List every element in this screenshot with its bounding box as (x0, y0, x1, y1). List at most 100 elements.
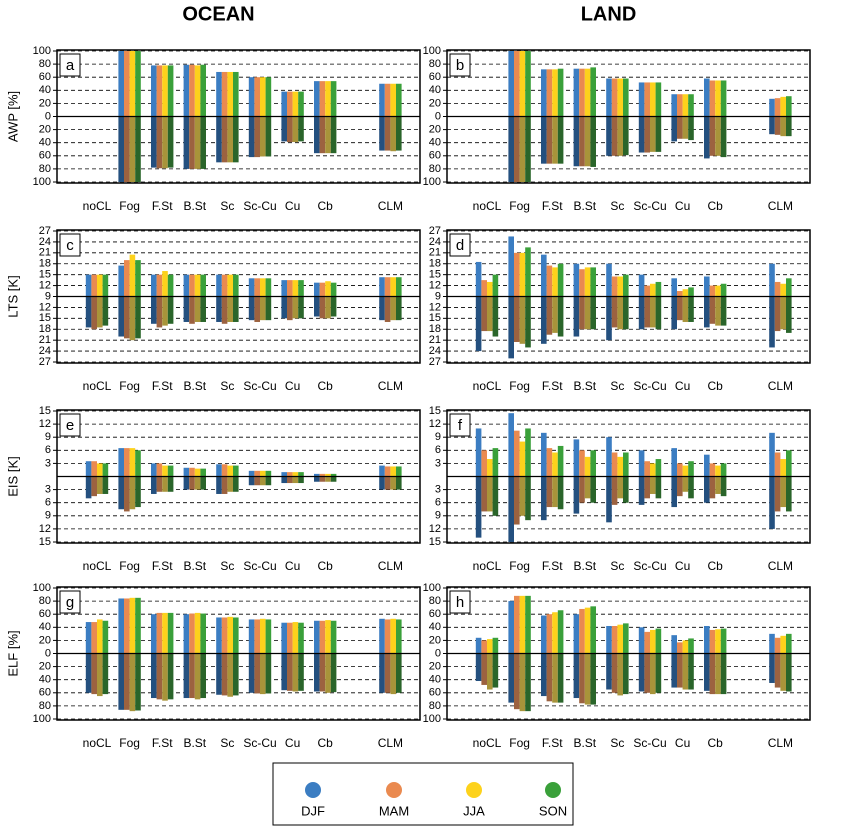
bar-lower (167, 653, 174, 700)
bar-upper (254, 77, 260, 117)
y-tick-label: 6 (45, 497, 51, 509)
x-tick-label: Cb (318, 736, 334, 750)
bar-upper (292, 91, 299, 117)
bar-lower (233, 116, 239, 163)
y-tick-label: 40 (39, 674, 51, 686)
bar-lower (265, 653, 272, 694)
y-axis-label: EIS [K] (5, 456, 20, 496)
panel-label: b (456, 57, 464, 74)
bar-upper (704, 625, 710, 654)
bar-upper (557, 445, 564, 477)
bar-upper (579, 68, 585, 117)
bar-lower (102, 296, 109, 326)
y-tick-label: 12 (39, 279, 51, 291)
bar-lower (227, 116, 233, 163)
bar-lower (780, 296, 786, 330)
bar-upper (319, 620, 326, 654)
bar-upper (384, 277, 391, 297)
bar-upper (260, 278, 266, 297)
bar-lower (671, 296, 677, 330)
bar-upper (638, 450, 645, 477)
bar-upper (162, 65, 168, 117)
y-tick-label: 12 (39, 301, 51, 313)
bar-upper (135, 51, 141, 117)
bar-lower (623, 653, 629, 695)
bar-upper (156, 463, 163, 477)
y-tick-label: 60 (429, 608, 441, 620)
x-tick-label: noCL (83, 199, 112, 213)
bar-upper (617, 456, 623, 477)
bar-upper (233, 465, 239, 477)
bar-upper (129, 51, 136, 117)
panel-label-box (449, 413, 471, 437)
bar-upper (200, 613, 206, 654)
bar-upper (260, 470, 266, 477)
y-tick-label: 40 (39, 137, 51, 149)
bar-lower (677, 653, 683, 688)
bar-lower (248, 653, 255, 693)
y-tick-label: 21 (429, 247, 441, 259)
y-tick-label: 80 (39, 595, 51, 607)
bar-upper (519, 441, 526, 477)
y-tick-label: 12 (39, 418, 51, 430)
y-tick-label: 20 (429, 124, 441, 136)
bar-upper (330, 81, 337, 117)
bar-lower (638, 653, 645, 692)
y-tick-label: 3 (45, 484, 51, 496)
panel-label-box (59, 413, 81, 437)
bar-upper (233, 71, 239, 117)
bar-lower (487, 653, 493, 690)
bar-lower (254, 476, 260, 486)
x-tick-label: CLM (378, 379, 403, 393)
bar-lower (552, 653, 558, 703)
x-tick-label: Cb (318, 379, 334, 393)
x-tick-label: noCL (473, 379, 502, 393)
bar-lower (194, 116, 201, 169)
x-tick-label: F.St (542, 379, 563, 393)
bar-upper (552, 267, 558, 297)
bar-upper (487, 459, 493, 477)
bar-upper (384, 466, 391, 477)
bar-lower (519, 296, 526, 344)
y-tick-label: 100 (423, 45, 441, 57)
y-tick-label: 9 (45, 290, 51, 302)
x-tick-label: Fog (509, 559, 530, 573)
bar-upper (200, 274, 206, 297)
bar-lower (677, 476, 683, 497)
bar-upper (265, 470, 272, 477)
bar-lower (606, 116, 612, 156)
bar-lower (525, 296, 531, 348)
y-tick-label: 24 (429, 345, 441, 357)
bar-lower (325, 296, 331, 319)
bar-upper (189, 467, 195, 477)
x-tick-label: Cb (708, 559, 724, 573)
x-tick-label: Sc-Cu (243, 379, 276, 393)
legend-label: JJA (463, 803, 485, 818)
bar-upper (91, 461, 97, 477)
y-tick-label: 15 (429, 269, 441, 281)
bar-lower (677, 116, 683, 139)
bar-lower (85, 653, 92, 693)
bar-lower (189, 296, 195, 324)
bar-lower (162, 653, 168, 701)
bar-upper (151, 614, 157, 654)
x-tick-label: Fog (119, 736, 140, 750)
bar-upper (769, 432, 775, 477)
bar-upper (704, 276, 710, 297)
bar-upper (677, 642, 683, 654)
bar-upper (281, 280, 287, 297)
bar-lower (167, 116, 174, 168)
x-tick-label: F.St (152, 559, 173, 573)
bar-lower (233, 296, 239, 322)
plot-frame (56, 229, 421, 364)
bar-upper (720, 628, 727, 654)
x-tick-label: Sc (220, 199, 234, 213)
bar-lower (579, 116, 585, 167)
bar-upper (774, 98, 781, 117)
bar-upper (606, 625, 612, 654)
bar-lower (292, 116, 299, 143)
y-tick-label: 60 (429, 71, 441, 83)
bar-upper (671, 448, 677, 477)
legend-label: DJF (301, 803, 325, 818)
